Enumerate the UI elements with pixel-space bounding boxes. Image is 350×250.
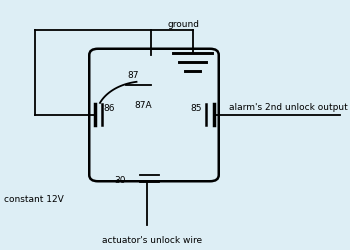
Text: constant 12V: constant 12V xyxy=(4,195,63,204)
Text: 85: 85 xyxy=(191,104,202,113)
FancyBboxPatch shape xyxy=(89,49,219,181)
Text: 87A: 87A xyxy=(135,101,152,110)
Text: 86: 86 xyxy=(103,104,115,113)
Text: actuator's unlock wire: actuator's unlock wire xyxy=(102,236,202,245)
Text: alarm's 2nd unlock output: alarm's 2nd unlock output xyxy=(229,103,348,112)
Text: 87: 87 xyxy=(128,72,139,80)
Text: ground: ground xyxy=(168,20,200,29)
Text: 30: 30 xyxy=(114,176,126,185)
